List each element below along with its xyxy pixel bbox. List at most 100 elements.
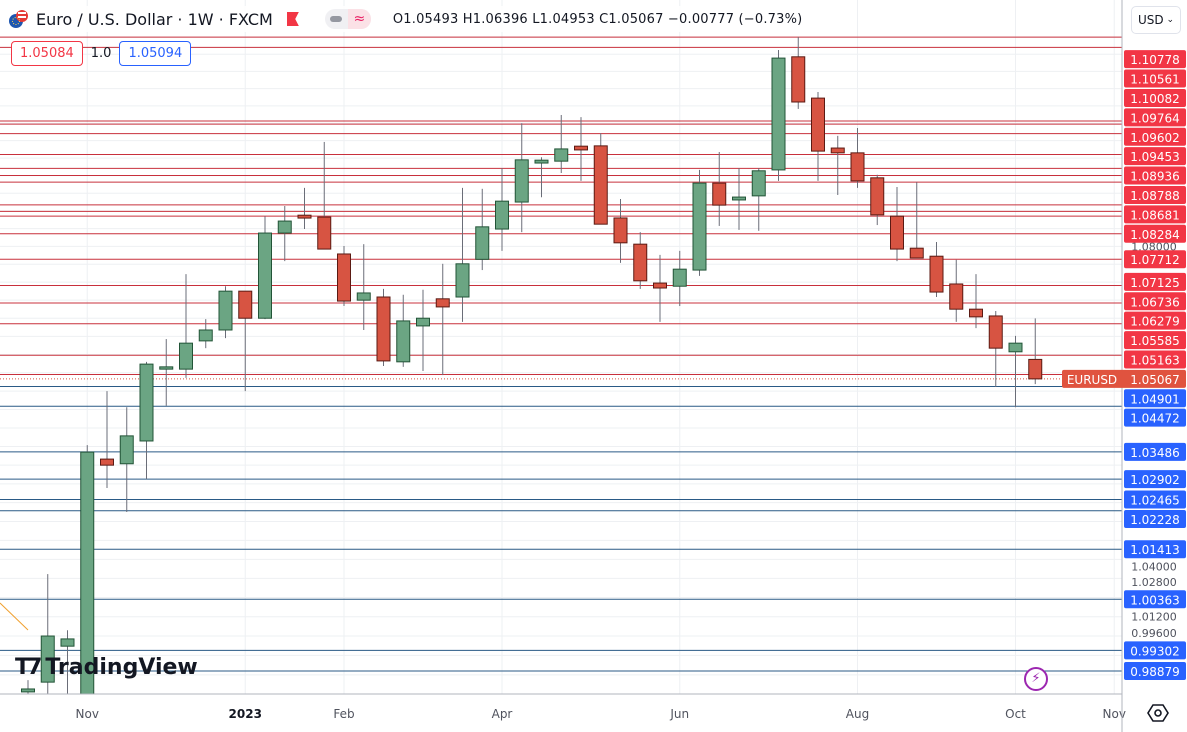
x-tick-label: Apr — [492, 707, 513, 721]
resistance-price-label: 1.09764 — [1130, 111, 1180, 125]
candle-body — [455, 263, 470, 298]
resistance-price-label-bg — [1124, 88, 1186, 107]
trend-line-drawing[interactable] — [0, 602, 29, 631]
candle-body — [771, 57, 786, 171]
resistance-price-label-bg — [1124, 331, 1186, 350]
support-price-label: 0.99302 — [1130, 644, 1180, 658]
candle-body — [297, 214, 312, 219]
support-price-label-bg — [1124, 661, 1186, 680]
visibility-toggle[interactable]: ≈ — [324, 9, 371, 29]
resistance-price-label: 1.07712 — [1130, 253, 1180, 267]
symbol-label: EURUSD — [1067, 373, 1117, 387]
candle-body — [238, 290, 253, 319]
candle-body — [258, 232, 272, 319]
candle-body — [811, 97, 825, 152]
candle-body — [672, 268, 687, 287]
candle-body — [988, 315, 1003, 349]
candle-body — [60, 638, 75, 647]
chevron-down-icon: ⌄ — [1166, 15, 1174, 25]
support-price-label: 1.03486 — [1130, 446, 1180, 460]
ohlc-readout: O1.05493 H1.06396 L1.04953 C1.05067 −0.0… — [392, 11, 803, 27]
visibility-toggle-icon[interactable] — [325, 16, 348, 22]
resistance-price-label: 1.06279 — [1130, 315, 1180, 329]
x-tick-label: Nov — [1103, 707, 1126, 721]
candle-body — [119, 435, 134, 465]
candles — [21, 37, 1043, 695]
candle-body — [890, 215, 904, 250]
resistance-price-label-bg — [1124, 127, 1186, 146]
candle-body — [317, 216, 332, 250]
resistance-price-label-bg — [1124, 250, 1186, 269]
wave-icon[interactable]: ≈ — [347, 9, 371, 29]
candle-body — [712, 182, 727, 206]
resistance-price-label: 1.05585 — [1130, 334, 1180, 348]
resistance-price-label-bg — [1124, 185, 1186, 204]
resistance-price-label: 1.07125 — [1130, 276, 1180, 290]
candle-body — [969, 308, 983, 318]
grid — [0, 0, 1122, 694]
resistance-price-label-bg — [1124, 292, 1186, 311]
candle-body — [514, 159, 529, 203]
y-tick-label: 1.01200 — [1131, 610, 1177, 623]
support-price-label-bg — [1124, 470, 1186, 489]
candle-body — [21, 688, 35, 693]
candle-body — [791, 56, 806, 103]
price-labels: 1.05163 1.05585 1.06279 1.06736 1.07125 1.077… — [1062, 50, 1186, 680]
support-price-label: 1.00363 — [1130, 593, 1180, 607]
resistance-price-label-bg — [1124, 350, 1186, 369]
x-tick-label: Jun — [669, 707, 689, 721]
y-tick-label: 1.04000 — [1131, 561, 1177, 574]
resistance-price-label-bg — [1124, 69, 1186, 88]
y-tick-label: 0.99600 — [1131, 627, 1177, 640]
currency-label: USD — [1138, 13, 1164, 27]
tradingview-mark-icon: T7 — [15, 655, 42, 680]
resistance-price-label-bg — [1124, 166, 1186, 185]
red-flag-icon[interactable] — [286, 12, 299, 26]
candle-body — [929, 255, 944, 293]
candle-body — [356, 292, 371, 301]
support-price-label: 1.02902 — [1130, 473, 1180, 487]
currency-dropdown[interactable]: USD ⌄ — [1131, 6, 1181, 34]
candle-body — [633, 243, 648, 282]
x-tick-label: 2023 — [229, 707, 262, 721]
candle-body — [850, 152, 865, 182]
candle-body — [949, 283, 964, 310]
x-tick-label: Nov — [76, 707, 99, 721]
candle-body — [337, 253, 351, 302]
candle-body — [830, 147, 845, 154]
support-price-label: 1.04472 — [1130, 412, 1180, 426]
candle-body — [909, 247, 924, 259]
current-price-label-bg — [1062, 369, 1186, 388]
trend-line — [0, 602, 29, 631]
candle-body — [218, 290, 233, 331]
candle-body — [870, 177, 885, 216]
sell-button[interactable]: 1.05084 — [11, 41, 83, 66]
resistance-price-label-bg — [1124, 108, 1186, 127]
candle-body — [139, 363, 154, 442]
spread-value: 1.0 — [90, 46, 112, 61]
x-tick-label: Aug — [846, 707, 869, 721]
symbol-title[interactable]: Euro / U.S. Dollar · 1W · FXCM — [36, 9, 273, 29]
resistance-price-label: 1.08284 — [1130, 228, 1180, 242]
settings-icon[interactable] — [1147, 702, 1169, 724]
resistance-price-label-bg — [1124, 147, 1186, 166]
resistance-price-label: 1.08936 — [1130, 170, 1180, 184]
resistance-price-label-bg — [1124, 311, 1186, 330]
candle-body — [692, 182, 707, 271]
lightning-icon[interactable]: ⚡ — [1024, 667, 1048, 691]
support-price-label-bg — [1124, 408, 1186, 427]
buy-button[interactable]: 1.05094 — [119, 41, 192, 66]
candle-body — [100, 458, 114, 466]
tradingview-logo[interactable]: T7 TradingView — [15, 655, 198, 680]
candle-body — [40, 635, 55, 683]
candle-body — [179, 342, 193, 370]
support-price-label-bg — [1124, 490, 1186, 509]
y-tick-label: 1.08000 — [1131, 240, 1177, 253]
candle-body — [534, 159, 549, 164]
resistance-price-label-bg — [1124, 205, 1186, 224]
candle-body — [574, 145, 588, 151]
eu-us-flag-icon — [9, 10, 28, 28]
resistance-price-label-bg — [1124, 272, 1186, 291]
candle-body — [277, 220, 292, 234]
